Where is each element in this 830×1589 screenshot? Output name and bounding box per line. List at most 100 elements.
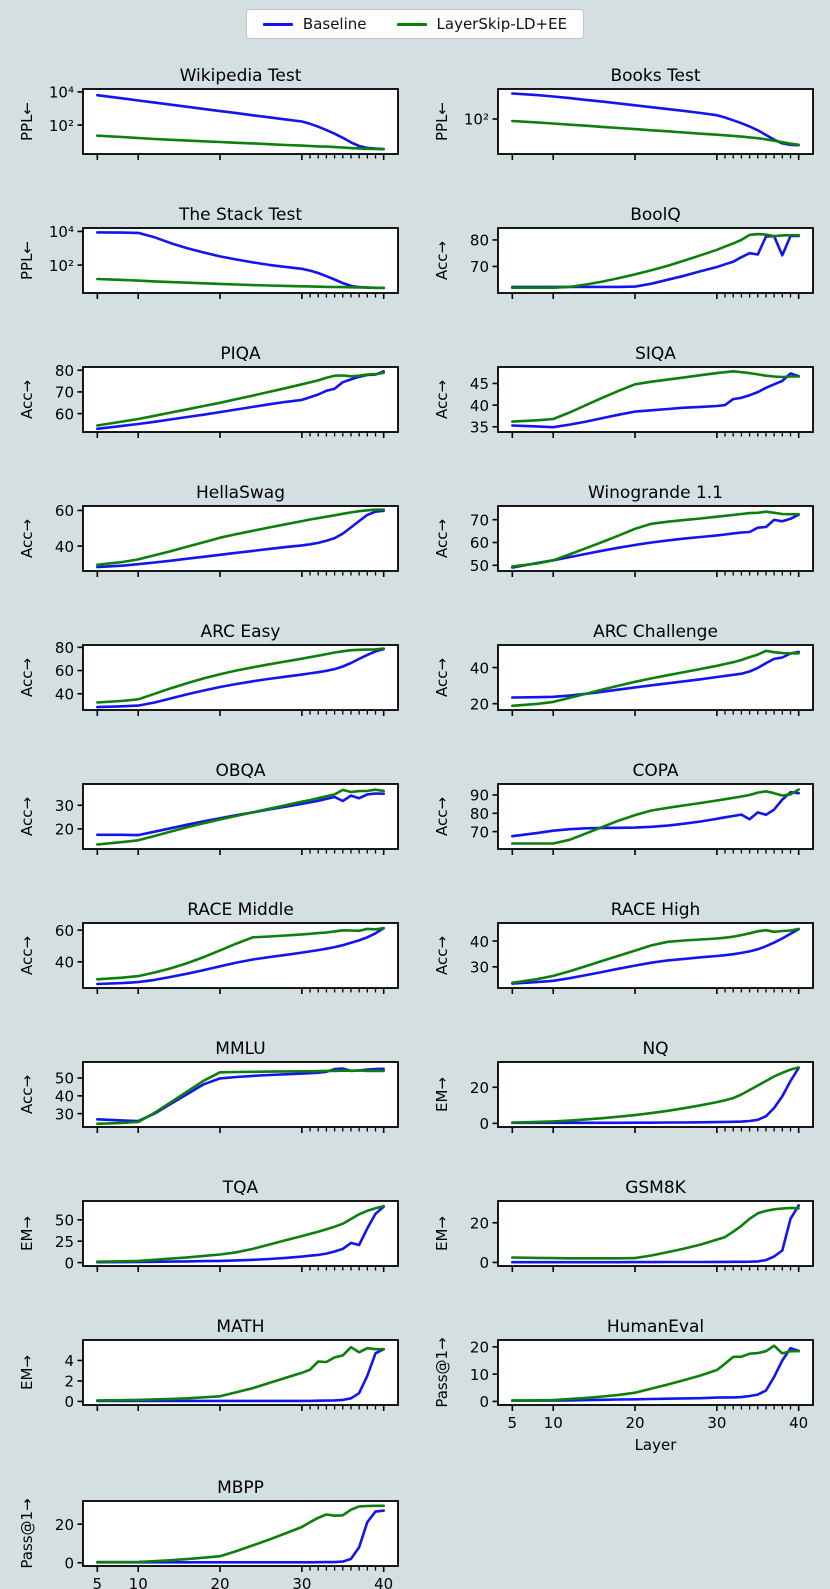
y-tick-arc-challenge-40: 40 (470, 659, 489, 677)
chart-humaneval: HumanEval Pass@1→ 0 10 20 5 10 20 30 40 Layer (415, 1302, 830, 1463)
chart-title-wikipedia-test: Wikipedia Test (180, 66, 302, 86)
piqa-baseline-line (96, 369, 386, 431)
chart-wikipedia-test: Wikipedia Test PPL← 10² 10⁴ (0, 51, 415, 190)
chart-svg-piqa: PIQA Acc→ 60 70 80 (18, 344, 399, 438)
chart-arc-challenge: ARC Challenge Acc→ 20 40 (415, 607, 830, 746)
y-tick-race-high-30: 30 (470, 959, 489, 977)
chart-svg-boolq: BoolQ Acc→ 70 80 (433, 205, 814, 299)
legend-label-baseline: Baseline (302, 15, 367, 33)
x-tick-label-10: 10 (129, 1575, 148, 1589)
y-axis-label-siqa: Acc→ (433, 380, 451, 419)
chart-mmlu: MMLU Acc→ 30 40 50 (0, 1024, 415, 1163)
x-tick-label-5: 5 (508, 1414, 518, 1432)
chart-title-books-test: Books Test (610, 66, 700, 86)
y-tick-boolq-70: 70 (470, 258, 489, 276)
arc-challenge-layerskip-line (511, 649, 801, 708)
y-tick-nq-0: 0 (479, 1115, 489, 1133)
legend-label-layerskip: LayerSkip-LD+EE (436, 15, 568, 33)
x-tick-label-10: 10 (544, 1414, 563, 1432)
chart-title-math: MATH (216, 1317, 264, 1337)
y-tick-race-middle-40: 40 (55, 954, 74, 972)
hellaswag-layerskip-line (96, 508, 386, 567)
y-tick-gsm8k-20: 20 (470, 1214, 489, 1232)
y-tick-winogrande-70: 70 (470, 511, 489, 529)
legend-box: Baseline LayerSkip-LD+EE (245, 9, 585, 39)
wikipedia-test-baseline-line (96, 93, 386, 151)
y-axis-label-mmlu: Acc→ (18, 1075, 36, 1114)
y-tick-arc-easy-40: 40 (55, 685, 74, 703)
y-tick-mmlu-30: 30 (55, 1105, 74, 1123)
x-tick-label-30: 30 (707, 1414, 726, 1432)
y-tick-obqa-20: 20 (55, 821, 74, 839)
gsm8k-layerskip-line (511, 1206, 801, 1260)
chart-svg-hellaswag: HellaSwag Acc→ 40 60 (18, 483, 399, 577)
chart-svg-the-stack-test: The Stack Test PPL← 10² 10⁴ (18, 205, 399, 299)
the-stack-test-layerskip-line (96, 277, 386, 290)
books-test-layerskip-line (511, 119, 801, 147)
y-axis-label-winogrande: Acc→ (433, 519, 451, 558)
race-high-baseline-line (511, 927, 801, 985)
piqa-layerskip-line (96, 371, 386, 427)
y-axis-label-race-high: Acc→ (433, 936, 451, 975)
y-tick-arc-challenge-20: 20 (470, 695, 489, 713)
chart-svg-math: MATH EM→ 0 2 4 (18, 1317, 399, 1411)
chart-books-test: Books Test PPL← 10² (415, 51, 830, 190)
chart-the-stack-test: The Stack Test PPL← 10² 10⁴ (0, 190, 415, 329)
y-tick-math-2: 2 (64, 1373, 74, 1391)
y-tick-books-test-10²: 10² (464, 111, 489, 129)
y-tick-tqa-50: 50 (55, 1212, 74, 1230)
y-tick-math-0: 0 (64, 1393, 74, 1411)
chart-title-siqa: SIQA (635, 344, 676, 364)
chart-race-middle: RACE Middle Acc→ 40 60 (0, 885, 415, 1024)
chart-obqa: OBQA Acc→ 20 30 (0, 746, 415, 885)
chart-title-boolq: BoolQ (630, 205, 681, 225)
race-middle-layerskip-line (96, 926, 386, 981)
y-axis-label-math: EM→ (18, 1355, 36, 1390)
y-tick-the-stack-test-10²: 10² (49, 257, 74, 275)
chart-svg-arc-challenge: ARC Challenge Acc→ 20 40 (433, 622, 814, 716)
chart-hellaswag: HellaSwag Acc→ 40 60 (0, 468, 415, 607)
chart-title-tqa: TQA (222, 1178, 259, 1198)
chart-svg-arc-easy: ARC Easy Acc→ 40 60 80 (18, 622, 399, 716)
y-tick-siqa-35: 35 (470, 419, 489, 437)
chart-title-piqa: PIQA (220, 344, 261, 364)
y-tick-piqa-70: 70 (55, 384, 74, 402)
x-tick-label-5: 5 (93, 1575, 103, 1589)
y-tick-siqa-40: 40 (470, 397, 489, 415)
legend-item-layerskip: LayerSkip-LD+EE (396, 15, 568, 33)
x-tick-label-40: 40 (789, 1414, 808, 1432)
chart-svg-gsm8k: GSM8K EM→ 0 20 (433, 1178, 814, 1272)
chart-svg-wikipedia-test: Wikipedia Test PPL← 10² 10⁴ (18, 66, 399, 160)
y-tick-piqa-60: 60 (55, 405, 74, 423)
x-tick-label-20: 20 (625, 1414, 644, 1432)
chart-title-race-high: RACE High (611, 900, 701, 920)
chart-race-high: RACE High Acc→ 30 40 (415, 885, 830, 1024)
chart-copa: COPA Acc→ 70 80 90 (415, 746, 830, 885)
siqa-baseline-line (511, 372, 801, 429)
layerskip-line-swatch (396, 22, 427, 26)
chart-title-nq: NQ (642, 1039, 668, 1059)
chart-svg-siqa: SIQA Acc→ 35 40 45 (433, 344, 814, 438)
y-tick-tqa-0: 0 (64, 1254, 74, 1272)
chart-title-mmlu: MMLU (215, 1039, 265, 1059)
y-tick-copa-70: 70 (470, 823, 489, 841)
nq-baseline-line (511, 1066, 801, 1125)
mbpp-layerskip-line (96, 1504, 386, 1564)
y-tick-humaneval-10: 10 (470, 1366, 489, 1384)
arc-easy-layerskip-line (96, 647, 386, 704)
chart-svg-race-middle: RACE Middle Acc→ 40 60 (18, 900, 399, 994)
x-tick-label-20: 20 (210, 1575, 229, 1589)
y-tick-wikipedia-test-10²: 10² (49, 117, 74, 135)
race-high-layerskip-line (511, 927, 801, 985)
y-tick-wikipedia-test-10⁴: 10⁴ (49, 84, 74, 102)
x-tick-label-30: 30 (292, 1575, 311, 1589)
chart-title-arc-easy: ARC Easy (201, 622, 281, 642)
arc-easy-baseline-line (96, 647, 386, 709)
y-tick-mmlu-40: 40 (55, 1088, 74, 1106)
gsm8k-baseline-line (511, 1204, 801, 1264)
y-tick-arc-easy-80: 80 (55, 639, 74, 657)
y-axis-label-obqa: Acc→ (18, 797, 36, 836)
y-axis-label-hellaswag: Acc→ (18, 519, 36, 558)
